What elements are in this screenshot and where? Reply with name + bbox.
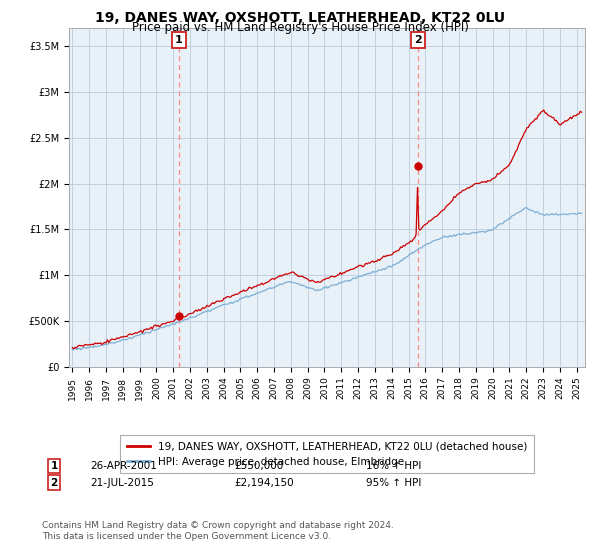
Text: 16% ↑ HPI: 16% ↑ HPI: [366, 461, 421, 471]
Text: 19, DANES WAY, OXSHOTT, LEATHERHEAD, KT22 0LU: 19, DANES WAY, OXSHOTT, LEATHERHEAD, KT2…: [95, 11, 505, 25]
Text: This data is licensed under the Open Government Licence v3.0.: This data is licensed under the Open Gov…: [42, 532, 331, 541]
Text: Price paid vs. HM Land Registry's House Price Index (HPI): Price paid vs. HM Land Registry's House …: [131, 21, 469, 34]
Text: 2: 2: [414, 35, 422, 45]
Text: 1: 1: [50, 461, 58, 471]
Text: 95% ↑ HPI: 95% ↑ HPI: [366, 478, 421, 488]
Text: £2,194,150: £2,194,150: [234, 478, 293, 488]
Text: 26-APR-2001: 26-APR-2001: [90, 461, 157, 471]
Text: 1: 1: [175, 35, 182, 45]
Legend: 19, DANES WAY, OXSHOTT, LEATHERHEAD, KT22 0LU (detached house), HPI: Average pri: 19, DANES WAY, OXSHOTT, LEATHERHEAD, KT2…: [121, 435, 533, 473]
Text: Contains HM Land Registry data © Crown copyright and database right 2024.: Contains HM Land Registry data © Crown c…: [42, 521, 394, 530]
Text: 2: 2: [50, 478, 58, 488]
Text: £550,000: £550,000: [234, 461, 283, 471]
Text: 21-JUL-2015: 21-JUL-2015: [90, 478, 154, 488]
